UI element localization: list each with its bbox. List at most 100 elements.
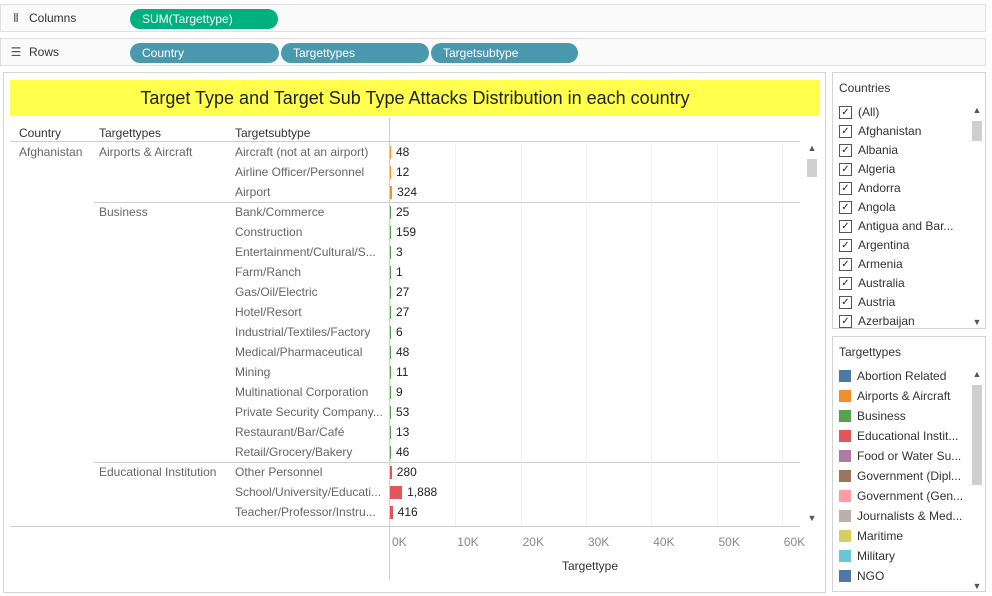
countries-scroll-thumb[interactable] [972,121,982,141]
bar-mark[interactable] [390,166,391,179]
row-targetsubtype[interactable]: Medical/Pharmaceutical [235,345,363,359]
country-filter-item[interactable]: ✓ Albania [839,143,898,157]
checkbox-checked-icon[interactable]: ✓ [839,162,852,176]
columns-shelf: Ⅱ Columns SUM(Targettype) [0,4,986,32]
bar-mark[interactable] [390,426,391,439]
checkbox-checked-icon[interactable]: ✓ [839,295,852,309]
legend-scrollbar[interactable]: ▲ ▼ [970,369,984,591]
country-filter-item[interactable]: ✓ Angola [839,200,895,214]
bar-value-label: 9 [396,385,403,399]
country-filter-item[interactable]: ✓ Andorra [839,181,901,195]
bar-mark[interactable] [390,306,391,319]
row-targetsubtype[interactable]: Industrial/Textiles/Factory [235,325,371,339]
country-filter-item[interactable]: ✓ Austria [839,295,895,309]
bar-mark[interactable] [390,406,391,419]
bar-mark[interactable] [390,366,391,379]
legend-item[interactable]: Airports & Aircraft [839,389,950,403]
row-targetsubtype[interactable]: Gas/Oil/Electric [235,285,318,299]
legend-scroll-thumb[interactable] [972,385,982,485]
checkbox-checked-icon[interactable]: ✓ [839,257,852,271]
scroll-down-icon[interactable]: ▼ [807,513,817,523]
legend-label: Journalists & Med... [857,509,963,523]
country-filter-item[interactable]: ✓ Australia [839,276,905,290]
legend-label: Abortion Related [857,369,947,383]
countries-scroll-down-icon[interactable]: ▼ [972,317,982,327]
row-targetsubtype[interactable]: Farm/Ranch [235,265,302,279]
countries-scroll-up-icon[interactable]: ▲ [972,105,982,115]
checkbox-checked-icon[interactable]: ✓ [839,219,852,233]
row-targetsubtype[interactable]: Other Personnel [235,465,323,479]
checkbox-checked-icon[interactable]: ✓ [839,238,852,252]
legend-item[interactable]: Business [839,409,906,423]
legend-item[interactable]: Journalists & Med... [839,509,962,523]
row-targetsubtype[interactable]: Entertainment/Cultural/S... [235,245,376,259]
country-label: Algeria [858,162,896,176]
pill-sum-targettype[interactable]: SUM(Targettype) [130,9,278,29]
bar-mark[interactable] [390,506,393,519]
header-targettypes: Targettypes [99,126,162,140]
row-targetsubtype[interactable]: Retail/Grocery/Bakery [235,445,353,459]
bar-mark[interactable] [390,266,391,279]
legend-scroll-down-icon[interactable]: ▼ [972,581,982,591]
row-targetsubtype[interactable]: Aircraft (not at an airport) [235,145,369,159]
checkbox-checked-icon[interactable]: ✓ [839,314,852,328]
bar-mark[interactable] [390,486,403,499]
pill-targetsubtype[interactable]: Targetsubtype [431,43,578,63]
country-filter-item[interactable]: ✓ Argentina [839,238,909,252]
bar-mark[interactable] [390,146,391,159]
bar-mark[interactable] [390,386,391,399]
legend-scroll-up-icon[interactable]: ▲ [972,369,982,379]
country-label: Austria [858,295,896,309]
row-targetsubtype[interactable]: Hotel/Resort [235,305,302,319]
row-targetsubtype[interactable]: Restaurant/Bar/Café [235,425,345,439]
bar-mark[interactable] [390,446,391,459]
legend-item[interactable]: Educational Instit... [839,429,958,443]
checkbox-checked-icon[interactable]: ✓ [839,200,852,214]
bar-mark[interactable] [390,326,391,339]
viz-scrollbar[interactable]: ▲ ▼ [805,143,819,523]
row-targetsubtype[interactable]: School/University/Educati... [235,485,382,499]
countries-scrollbar[interactable]: ▲ ▼ [970,105,984,327]
row-targetsubtype[interactable]: Airline Officer/Personnel [235,165,365,179]
pill-country[interactable]: Country [130,43,279,63]
country-filter-item[interactable]: ✓ Azerbaijan [839,314,915,328]
checkbox-checked-icon[interactable]: ✓ [839,143,852,157]
checkbox-checked-icon[interactable]: ✓ [839,276,852,290]
bar-mark[interactable] [390,186,393,199]
bar-mark[interactable] [390,226,392,239]
country-filter-item[interactable]: ✓ Armenia [839,257,903,271]
checkbox-checked-icon[interactable]: ✓ [839,105,852,119]
scroll-up-icon[interactable]: ▲ [807,143,817,153]
legend-item[interactable]: Government (Gen... [839,489,963,503]
bar-mark[interactable] [390,466,392,479]
legend-item[interactable]: Food or Water Su... [839,449,961,463]
grid-line [651,143,653,526]
row-targetsubtype[interactable]: Construction [235,225,303,239]
legend-item[interactable]: Maritime [839,529,903,543]
country-label: Azerbaijan [858,314,915,328]
row-targetsubtype[interactable]: Airport [235,185,271,199]
country-filter-item[interactable]: ✓ (All) [839,105,879,119]
row-targetsubtype[interactable]: Bank/Commerce [235,205,325,219]
legend-item[interactable]: Government (Dipl... [839,469,961,483]
checkbox-checked-icon[interactable]: ✓ [839,181,852,195]
legend-item[interactable]: NGO [839,569,884,583]
pill-targettypes[interactable]: Targettypes [281,43,429,63]
bar-mark[interactable] [390,286,391,299]
legend-item[interactable]: Military [839,549,895,563]
legend-swatch-icon [839,390,851,402]
country-filter-item[interactable]: ✓ Algeria [839,162,895,176]
checkbox-checked-icon[interactable]: ✓ [839,124,852,138]
bar-mark[interactable] [390,206,391,219]
row-targetsubtype[interactable]: Mining [235,365,271,379]
scroll-thumb[interactable] [807,159,817,177]
bar-mark[interactable] [390,246,391,259]
row-targetsubtype[interactable]: Teacher/Professor/Instru... [235,505,376,519]
bar-mark[interactable] [390,346,391,359]
legend-label: Maritime [857,529,904,543]
country-filter-item[interactable]: ✓ Antigua and Bar... [839,219,953,233]
country-filter-item[interactable]: ✓ Afghanistan [839,124,921,138]
row-targetsubtype[interactable]: Multinational Corporation [235,385,369,399]
row-targetsubtype[interactable]: Private Security Company... [235,405,383,419]
legend-item[interactable]: Abortion Related [839,369,946,383]
